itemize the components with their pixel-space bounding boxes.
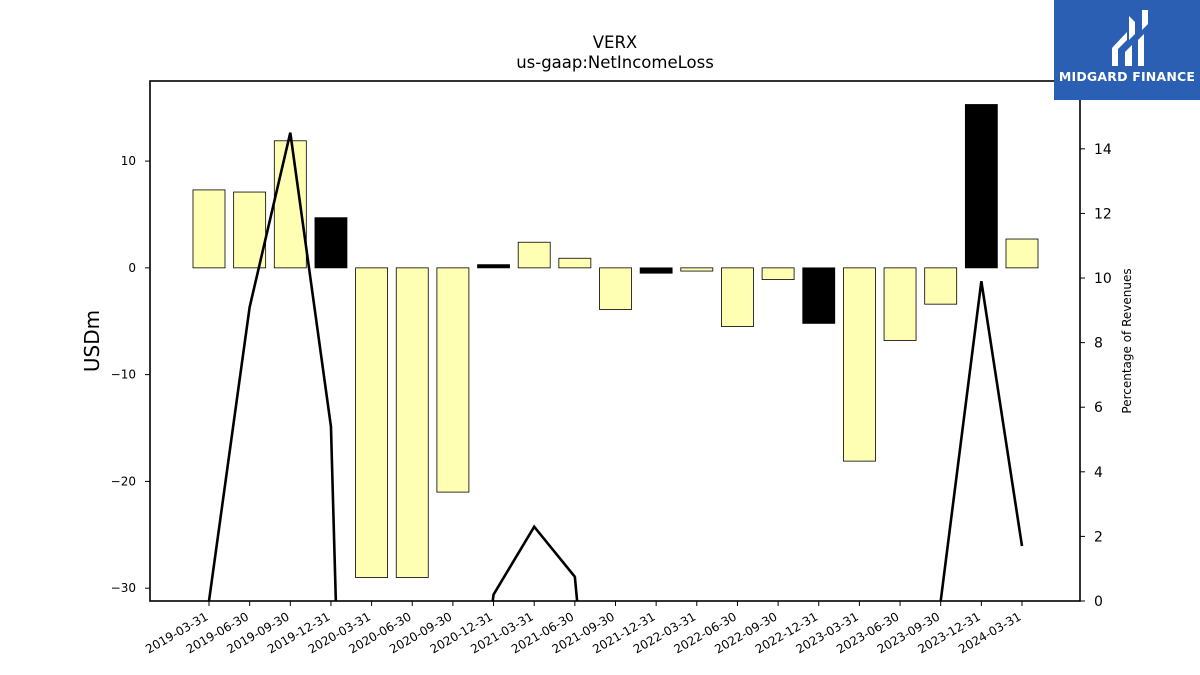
bar — [558, 257, 592, 269]
chart-subtitle: us-gaap:NetIncomeLoss — [516, 53, 714, 72]
bar — [883, 267, 917, 341]
line-series — [939, 281, 1024, 601]
bar — [477, 264, 510, 269]
bar — [314, 217, 348, 269]
logo-mark-icon — [1112, 10, 1148, 66]
y-axis-left: 10 0 −10 −20 −30 — [111, 154, 150, 595]
y2-tick-label: 2 — [1094, 529, 1103, 545]
y-axis-label: USDm — [80, 310, 104, 372]
bar — [192, 189, 226, 269]
y-tick-label: −30 — [111, 581, 136, 595]
y-tick-label: 10 — [121, 154, 136, 168]
bar — [599, 267, 632, 310]
chart-title: VERX — [593, 33, 637, 52]
x-axis: 2019-03-312019-06-302019-09-302019-12-31… — [143, 601, 1024, 656]
y2-tick-label: 8 — [1094, 336, 1103, 352]
y-tick-label: −10 — [111, 368, 136, 382]
y2-tick-label: 6 — [1094, 400, 1103, 416]
line-series — [207, 132, 338, 601]
bar — [843, 267, 876, 462]
bar — [639, 267, 673, 274]
y-tick-label: −20 — [111, 474, 136, 488]
y2-tick-label: 14 — [1094, 142, 1112, 158]
bar — [355, 267, 389, 578]
bar — [517, 241, 551, 269]
bar — [680, 267, 714, 272]
bar — [233, 191, 267, 269]
y2-tick-label: 10 — [1094, 271, 1112, 287]
y-axis-right: 0246810121416 — [1080, 77, 1112, 610]
bar — [1005, 238, 1039, 269]
y2-tick-label: 12 — [1094, 206, 1112, 222]
y2-tick-label: 4 — [1094, 465, 1103, 481]
y2-axis-label: Percentage of Revenues — [1120, 268, 1134, 413]
y-tick-label: 0 — [128, 261, 136, 275]
brand-name: MIDGARD FINANCE — [1058, 69, 1196, 84]
bar — [802, 267, 836, 324]
brand-logo: MIDGARD FINANCE — [1054, 0, 1200, 100]
y2-tick-label: 0 — [1094, 594, 1103, 610]
line-group — [207, 132, 1024, 601]
bar — [924, 267, 958, 305]
bar — [761, 267, 795, 281]
bar — [436, 267, 470, 493]
bar — [721, 267, 754, 327]
bar — [964, 104, 998, 269]
line-series — [491, 524, 579, 601]
bar — [395, 267, 429, 578]
